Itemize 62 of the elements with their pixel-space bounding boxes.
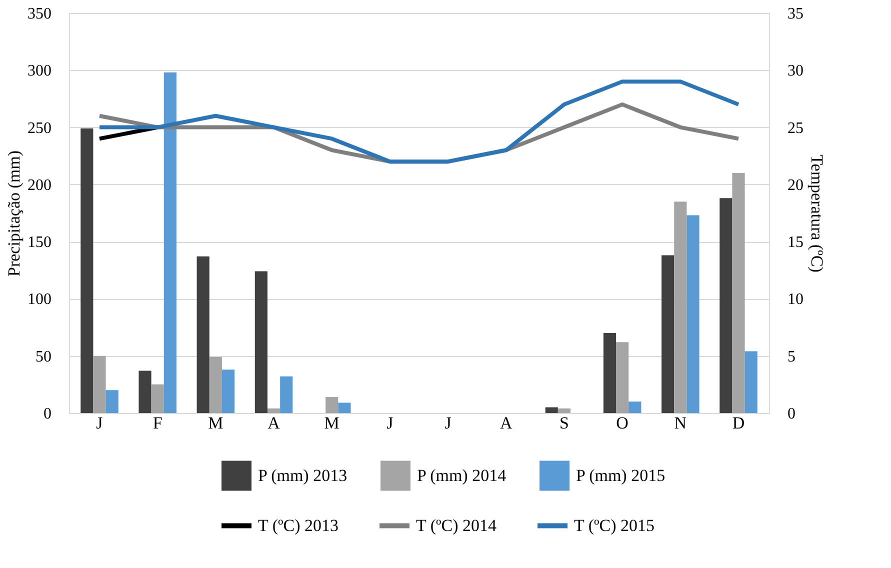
y2-tick-label: 5: [788, 348, 796, 366]
bar: [686, 215, 700, 413]
bar: [744, 351, 758, 413]
bar: [164, 72, 176, 413]
y-tick-label: 100: [28, 291, 52, 308]
bar: [138, 370, 152, 413]
x-tick-label: F: [152, 414, 162, 432]
x-tick-label: J: [386, 414, 394, 432]
line-series: [98, 80, 740, 164]
bar: [93, 356, 106, 413]
bar: [628, 402, 642, 413]
bar: [662, 255, 674, 413]
y2-tick-label: 30: [788, 62, 804, 80]
y2-tick-label: 0: [788, 406, 796, 422]
bar: [209, 357, 222, 413]
y-tick-label: 300: [28, 62, 52, 80]
x-tick-label: A: [500, 414, 513, 432]
y2-tick-label: 20: [788, 176, 804, 194]
bar: [545, 407, 558, 413]
legend-label: T (ºC) 2015: [574, 516, 655, 535]
y-tick-label: 250: [28, 120, 52, 137]
legend-label: T (ºC) 2013: [258, 516, 339, 535]
y-tick-label: 0: [44, 406, 52, 422]
y2-tick-label: 10: [788, 291, 804, 308]
bar: [151, 384, 164, 413]
bar: [326, 397, 338, 413]
x-tick-label: S: [559, 414, 569, 432]
bar: [732, 173, 745, 413]
x-tick-label: J: [96, 414, 104, 432]
y-tick-label: 200: [28, 176, 52, 194]
x-tick-label: J: [444, 414, 452, 432]
bar: [558, 408, 571, 413]
x-tick-label: A: [268, 414, 281, 432]
x-tick-label: M: [208, 414, 224, 432]
legend-label: P (mm) 2014: [417, 466, 507, 485]
bar: [196, 256, 210, 413]
bar: [338, 402, 351, 413]
bar: [267, 408, 280, 413]
legend-label: P (mm) 2013: [258, 466, 348, 485]
bar: [106, 390, 118, 413]
y-tick-label: 350: [28, 6, 52, 22]
y2-tick-label: 15: [788, 234, 804, 252]
bar: [720, 198, 732, 413]
bar: [222, 370, 235, 413]
bar: [616, 342, 629, 413]
y-tick-label: 150: [28, 234, 52, 252]
y-axis-title: Precipitação (mm): [4, 150, 24, 277]
y2-tick-label: 25: [788, 120, 804, 137]
bar: [80, 128, 94, 413]
x-tick-label: M: [324, 414, 340, 432]
legend-label: T (ºC) 2014: [416, 516, 498, 535]
bar: [254, 271, 268, 413]
bar: [603, 333, 616, 413]
bar: [674, 202, 687, 413]
x-tick-label: O: [616, 414, 628, 432]
bar: [280, 376, 293, 413]
x-tick-label: D: [732, 414, 745, 432]
y2-tick-label: 35: [788, 6, 804, 22]
legend-label: P (mm) 2015: [576, 466, 666, 485]
y-tick-label: 50: [36, 348, 52, 366]
y2-axis-title: Temperatura (ºC): [808, 154, 826, 272]
x-tick-label: N: [674, 414, 687, 432]
